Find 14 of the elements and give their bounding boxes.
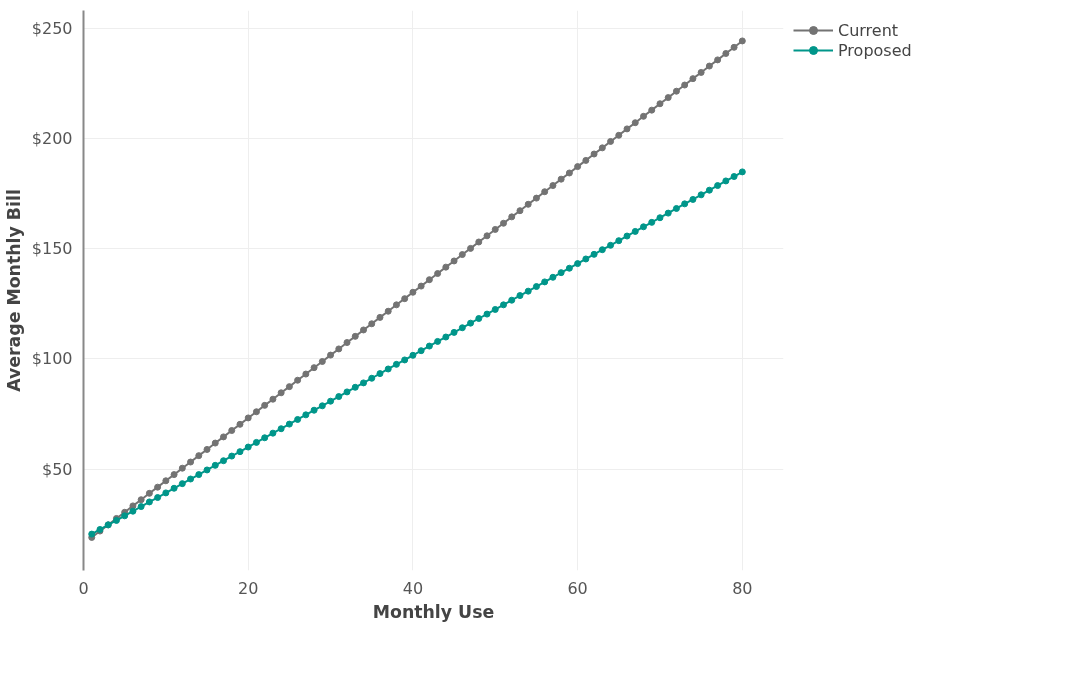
x-tick-label: 60 (567, 578, 588, 598)
legend-label: Current (838, 20, 899, 40)
y-tick-label: $200 (31, 128, 73, 148)
y-tick-label: $250 (31, 18, 73, 38)
legend-label: Proposed (838, 40, 912, 60)
y-tick-label: $50 (41, 459, 73, 479)
y-axis-title: Average Monthly Bill (3, 189, 24, 392)
x-tick-label: 0 (78, 578, 89, 598)
x-tick-label: 80 (732, 578, 753, 598)
x-tick-label: 20 (238, 578, 259, 598)
y-tick-label: $150 (31, 239, 73, 259)
y-tick-label: $100 (31, 349, 73, 369)
x-axis-title: Monthly Use (372, 601, 495, 622)
x-tick-label: 40 (402, 578, 424, 598)
